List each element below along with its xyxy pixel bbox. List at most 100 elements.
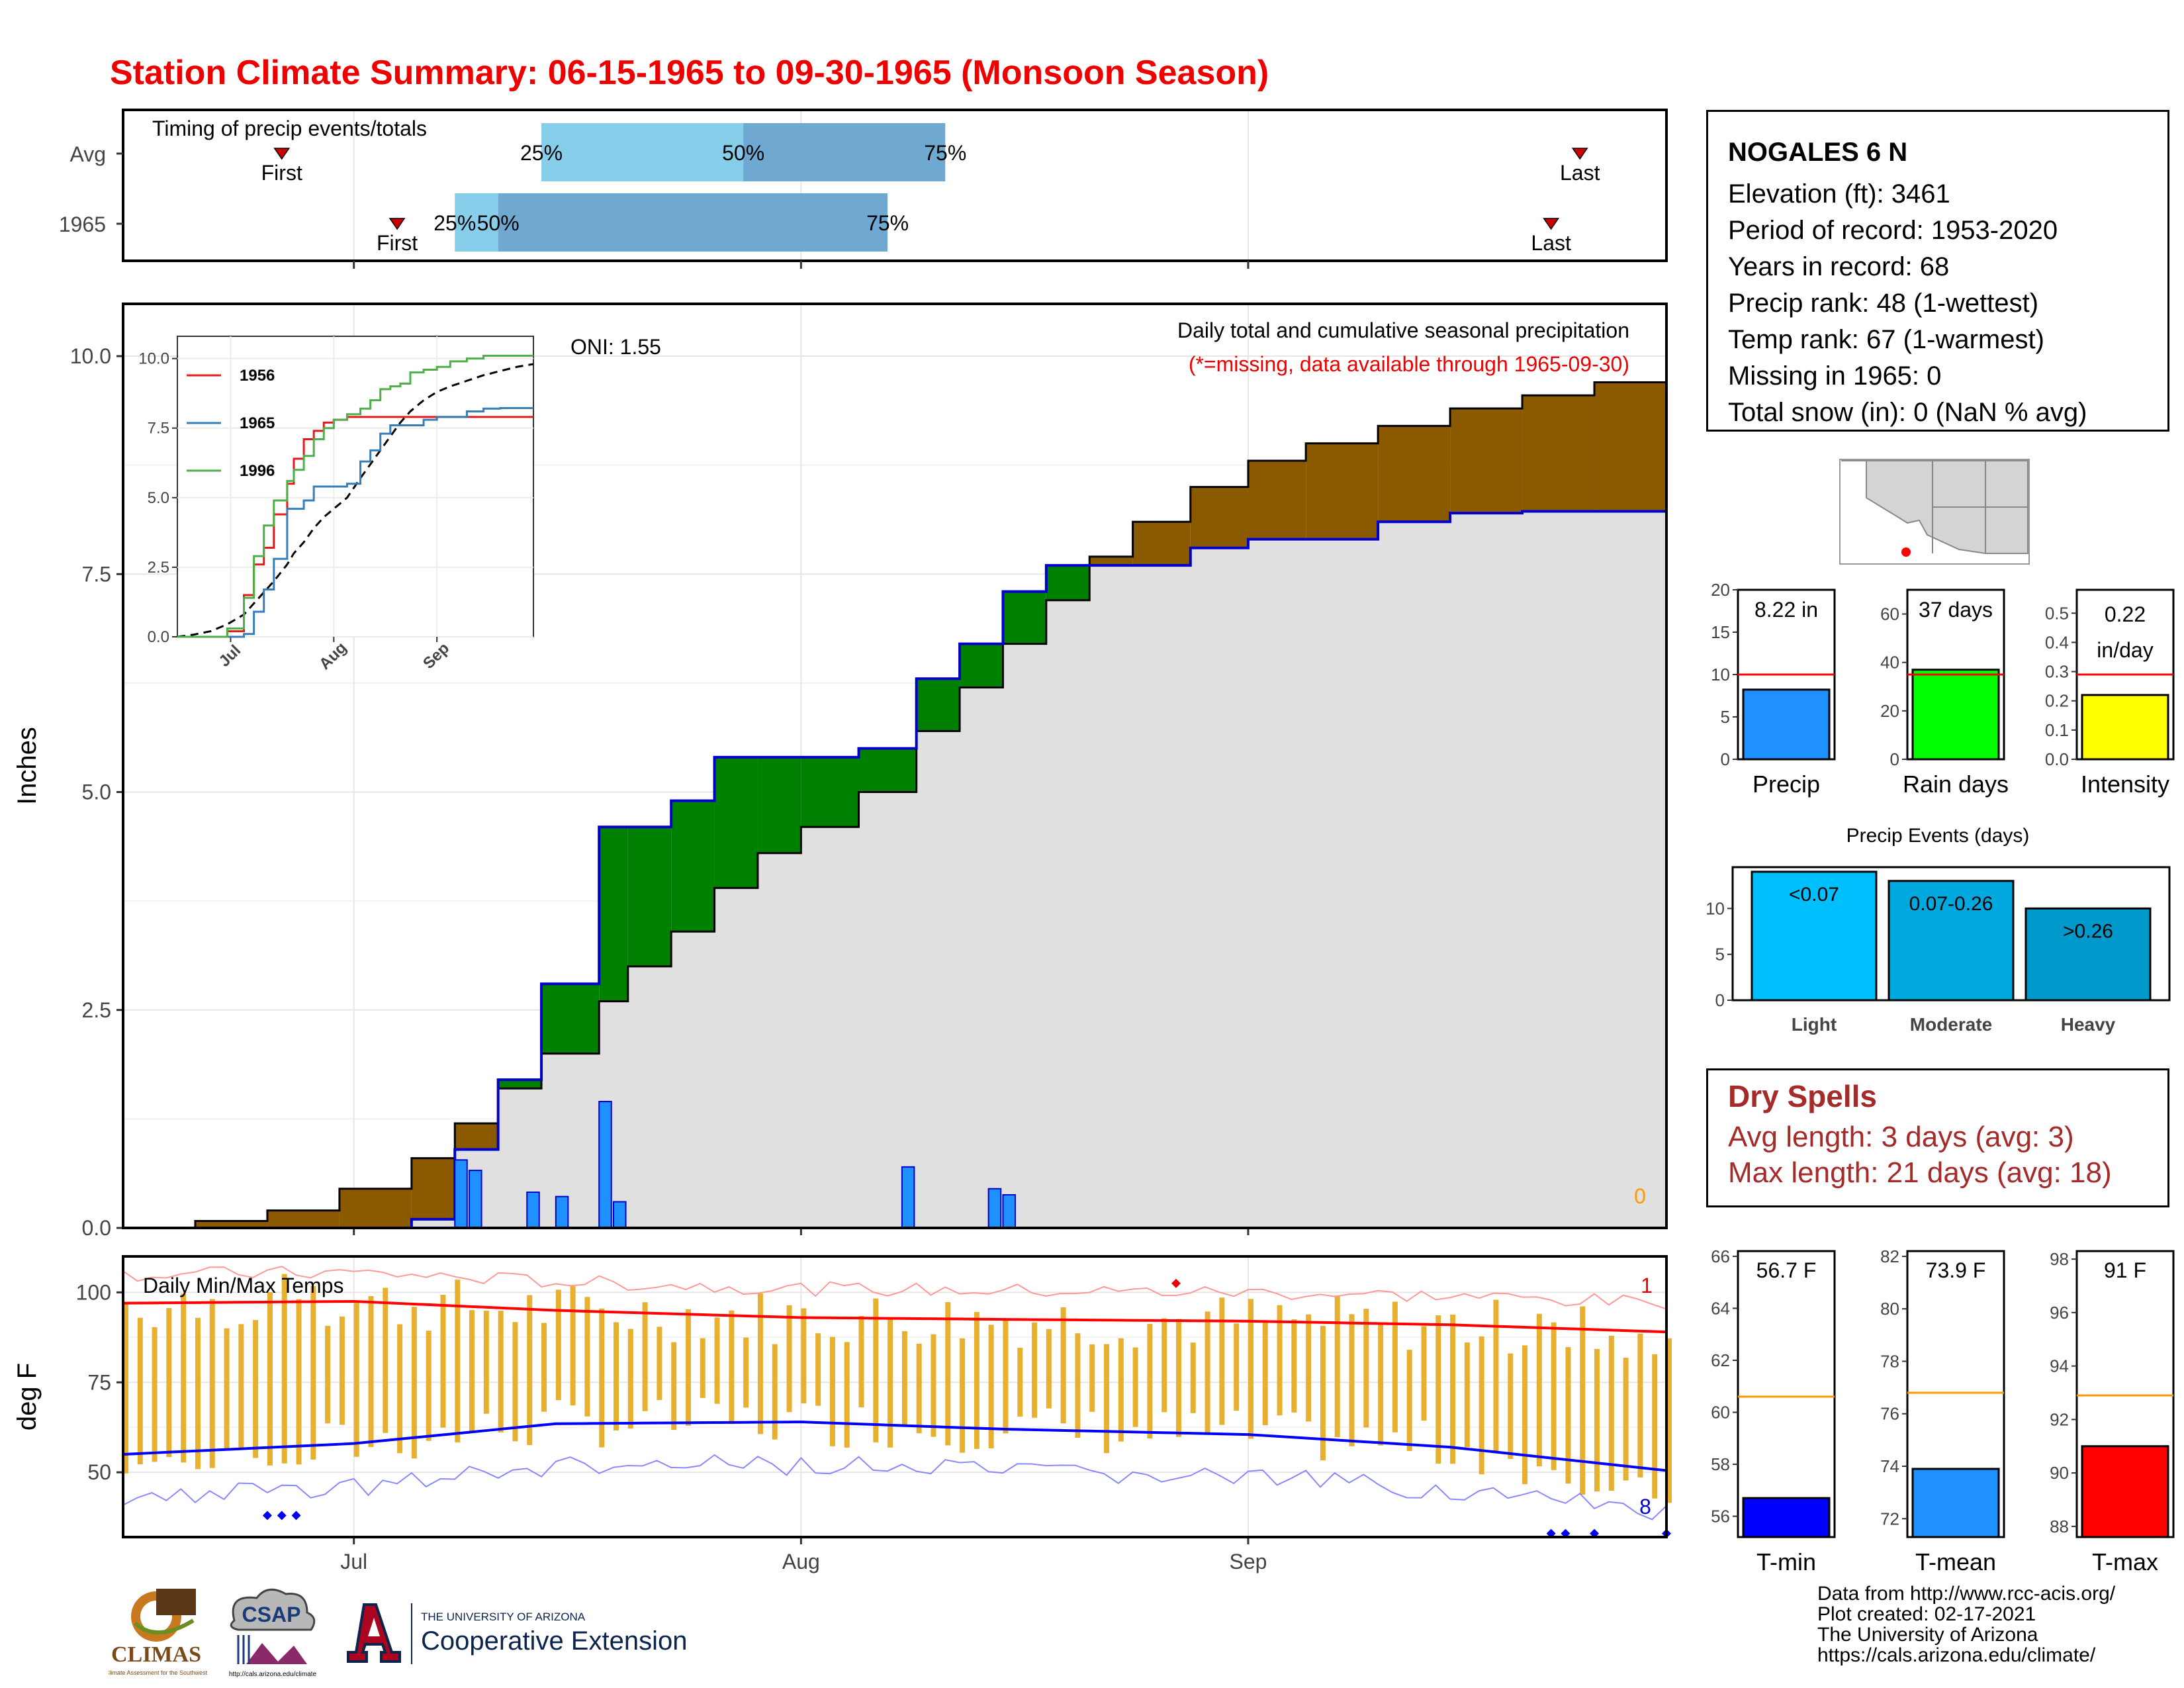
temp-range-bar xyxy=(353,1303,359,1457)
temp-range-bar xyxy=(1363,1309,1369,1428)
precip-anomaly-area xyxy=(1450,408,1523,514)
precip-anomaly-area xyxy=(1306,443,1379,539)
temp-range-bar xyxy=(1060,1307,1066,1424)
timing-row-avg: Avg xyxy=(69,142,106,166)
station-temp-rank: Temp rank: 67 (1-warmest) xyxy=(1728,325,2044,354)
temp-range-bar xyxy=(599,1308,605,1448)
temp-range-bar xyxy=(224,1328,230,1450)
temp-range-bar xyxy=(310,1286,316,1460)
timing-pct-label: 50% xyxy=(477,211,520,235)
precip-anomaly-area xyxy=(1522,395,1595,512)
timing-pct-label: 50% xyxy=(722,141,764,165)
temp-range-bar xyxy=(1349,1314,1355,1446)
temp-range-bar xyxy=(440,1295,446,1428)
temp-range-bar xyxy=(844,1342,850,1448)
precip-anomaly-area xyxy=(1378,426,1451,522)
timing-pct-label: 75% xyxy=(866,211,909,235)
precip-events-y-tick-label: 5 xyxy=(1715,945,1725,964)
precip-anomaly-area xyxy=(195,1221,267,1228)
temp-range-bar xyxy=(1392,1301,1398,1432)
temp-range-bar xyxy=(1075,1333,1081,1438)
summary-bar-rain-days: 0 20 40 60 Rain days 37 days xyxy=(1880,588,2009,798)
side-charts: 0 5 10 15 20 Precip 8.22 in 0 20 40 60 Rain days 37 … xyxy=(1706,580,2175,1575)
temp-range-bar xyxy=(1479,1336,1484,1475)
temp-range-bar xyxy=(137,1317,143,1465)
temp-bar-t-mean-y-tick-label: 82 xyxy=(1880,1246,1899,1266)
temp-range-bar xyxy=(1551,1322,1557,1470)
temp-range-bar xyxy=(555,1289,561,1401)
temp-bar-t-min-label: T-min xyxy=(1756,1548,1816,1575)
temp-range-bar xyxy=(1032,1322,1038,1418)
temp-range-bar xyxy=(1118,1338,1124,1442)
station-precip-rank: Precip rank: 48 (1-wettest) xyxy=(1728,289,2039,318)
temp-range-bar xyxy=(815,1333,821,1406)
temp-bar-t-max-y-tick-label: 96 xyxy=(2050,1303,2069,1323)
precip-events-bar xyxy=(2025,907,2152,1002)
temp-range-bar xyxy=(1046,1329,1052,1409)
temp-range-bar xyxy=(1421,1326,1427,1421)
temp-range-bar xyxy=(498,1310,504,1432)
temp-range-bar xyxy=(483,1311,489,1414)
temp-range-bar xyxy=(945,1302,951,1446)
summary-bar-intensity-y-tick-label: 0.2 xyxy=(2045,691,2069,711)
ua-logo: THE UNIVERSITY OF ARIZONA Cooperative Ex… xyxy=(347,1603,687,1664)
temp-label: Daily Min/Max Temps xyxy=(143,1274,343,1297)
temp-range-bar xyxy=(181,1293,187,1463)
summary-bar-intensity-value-bar xyxy=(2081,694,2169,761)
precip-anomaly-area xyxy=(960,643,1003,688)
avg-cumulative-line xyxy=(123,373,1668,1229)
temp-range-bar xyxy=(772,1344,778,1440)
temp-range-bar xyxy=(1306,1314,1312,1422)
summary-bar-rain-days-value-bar xyxy=(1911,669,2000,761)
precip-anomaly-area xyxy=(455,1123,498,1150)
summary-bar-rain-days-y-tick-label: 20 xyxy=(1880,701,1899,721)
dry-spells-box: Dry Spells Avg length: 3 days (avg: 3) M… xyxy=(1706,1068,2169,1207)
temp-range-bar xyxy=(541,1323,547,1412)
precip-y-tick-label: 10.0 xyxy=(70,344,111,368)
temp-range-bar xyxy=(614,1322,619,1430)
temp-range-bar xyxy=(1320,1325,1326,1461)
inset-legend-label: 1996 xyxy=(240,462,275,480)
summary-bar-intensity-y-tick-label: 0.4 xyxy=(2045,632,2069,652)
record-high-count: 1 xyxy=(1641,1274,1653,1297)
avg-max-line xyxy=(122,1299,1667,1334)
timing-bar-50-75 xyxy=(743,123,946,181)
temp-range-bar xyxy=(1565,1347,1571,1484)
svg-text:THE UNIVERSITY OF ARIZONA: THE UNIVERSITY OF ARIZONA xyxy=(421,1611,586,1623)
precip-anomaly-area xyxy=(1190,487,1248,548)
precip-anomaly-area xyxy=(1594,382,1666,512)
temp-range-bar xyxy=(1334,1295,1340,1438)
summary-bar-rain-days-label: Rain days xyxy=(1903,771,2009,798)
credit-line-data: Data from http://www.rcc-acis.org/ xyxy=(1817,1583,2116,1605)
temp-range-bar xyxy=(267,1292,273,1466)
daily-precip-bar xyxy=(613,1201,627,1229)
summary-bar-intensity-y-tick-label: 0.5 xyxy=(2045,603,2069,623)
temp-range-bar xyxy=(786,1305,792,1413)
timing-pct-label: 25% xyxy=(520,141,563,165)
daily-precip-bar xyxy=(526,1192,540,1229)
precip-events-title: Precip Events (days) xyxy=(1846,825,2030,847)
inset-line-1996 xyxy=(177,354,533,638)
temp-value-text: 56.7 F xyxy=(1756,1258,1817,1282)
temp-bar-t-mean: 72 74 76 78 80 82 T-mean 73.9 F xyxy=(1880,1246,2005,1575)
temp-y-tick-label: 100 xyxy=(76,1280,111,1304)
temp-bar-t-mean-value-bar xyxy=(1911,1468,2000,1538)
temp-range-bar xyxy=(743,1337,749,1408)
temp-range-bar xyxy=(1608,1335,1614,1491)
daily-precip-bar xyxy=(469,1170,482,1229)
temp-range-bar xyxy=(1003,1321,1009,1434)
temp-range-bar xyxy=(873,1298,879,1442)
temp-bar-t-max-y-tick-label: 88 xyxy=(2050,1517,2069,1536)
svg-text:http://cals.arizona.edu/climat: http://cals.arizona.edu/climate xyxy=(229,1671,317,1678)
temp-range-bar xyxy=(1219,1297,1225,1425)
temp-y-tick-label: 75 xyxy=(87,1370,111,1394)
precip-events-bin-label: >0.26 xyxy=(2063,920,2113,942)
temp-bar-t-min-y-tick-label: 56 xyxy=(1711,1507,1730,1526)
temp-frame xyxy=(122,1255,1668,1538)
temp-bar-t-max-y-tick-label: 94 xyxy=(2050,1356,2069,1376)
svg-text:Cooperative Extension: Cooperative Extension xyxy=(421,1626,687,1656)
temp-range-bar xyxy=(1594,1348,1600,1492)
precip-events-chart: Precip Events (days) 0 5 10 <0.07 Light 0.07-0… xyxy=(1706,825,2171,1035)
summary-bar-precip-y-tick-label: 0 xyxy=(1721,749,1730,769)
precip-frame xyxy=(122,303,1668,1229)
